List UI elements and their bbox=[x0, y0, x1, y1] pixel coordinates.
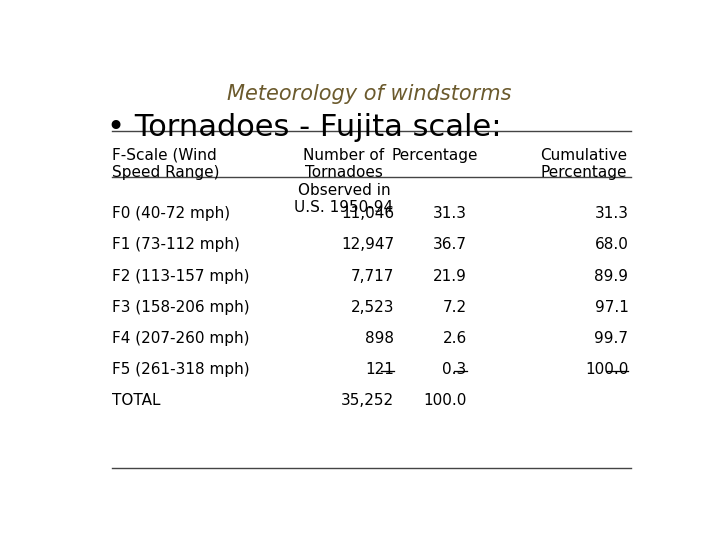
Text: F1 (73-112 mph): F1 (73-112 mph) bbox=[112, 238, 240, 252]
Text: 7,717: 7,717 bbox=[351, 268, 394, 284]
Text: 100.0: 100.0 bbox=[585, 362, 629, 377]
Text: Number of
Tornadoes
Observed in
U.S. 1950-94: Number of Tornadoes Observed in U.S. 195… bbox=[294, 148, 393, 215]
Text: 0.3: 0.3 bbox=[442, 362, 467, 377]
Text: F2 (113-157 mph): F2 (113-157 mph) bbox=[112, 268, 250, 284]
Text: 31.3: 31.3 bbox=[433, 206, 467, 221]
Text: TOTAL: TOTAL bbox=[112, 393, 161, 408]
Text: 898: 898 bbox=[365, 331, 394, 346]
Text: 11,046: 11,046 bbox=[341, 206, 394, 221]
Text: 12,947: 12,947 bbox=[341, 238, 394, 252]
Text: 97.1: 97.1 bbox=[595, 300, 629, 315]
Text: 36.7: 36.7 bbox=[433, 238, 467, 252]
Text: 7.2: 7.2 bbox=[443, 300, 467, 315]
Text: F3 (158-206 mph): F3 (158-206 mph) bbox=[112, 300, 250, 315]
Text: 2.6: 2.6 bbox=[442, 331, 467, 346]
Text: Cumulative
Percentage: Cumulative Percentage bbox=[540, 148, 627, 180]
Text: F0 (40-72 mph): F0 (40-72 mph) bbox=[112, 206, 230, 221]
Text: 2,523: 2,523 bbox=[351, 300, 394, 315]
Text: 68.0: 68.0 bbox=[595, 238, 629, 252]
Text: 21.9: 21.9 bbox=[433, 268, 467, 284]
Text: F-Scale (Wind
Speed Range): F-Scale (Wind Speed Range) bbox=[112, 148, 220, 180]
Text: 100.0: 100.0 bbox=[423, 393, 467, 408]
Text: Percentage: Percentage bbox=[392, 148, 478, 163]
Text: 99.7: 99.7 bbox=[595, 331, 629, 346]
Text: F4 (207-260 mph): F4 (207-260 mph) bbox=[112, 331, 250, 346]
Text: • Tornadoes - Fujita scale:: • Tornadoes - Fujita scale: bbox=[107, 113, 501, 141]
Text: F5 (261-318 mph): F5 (261-318 mph) bbox=[112, 362, 250, 377]
Text: 121: 121 bbox=[365, 362, 394, 377]
Text: Meteorology of windstorms: Meteorology of windstorms bbox=[227, 84, 511, 104]
Text: 35,252: 35,252 bbox=[341, 393, 394, 408]
Text: 89.9: 89.9 bbox=[595, 268, 629, 284]
Text: 31.3: 31.3 bbox=[595, 206, 629, 221]
